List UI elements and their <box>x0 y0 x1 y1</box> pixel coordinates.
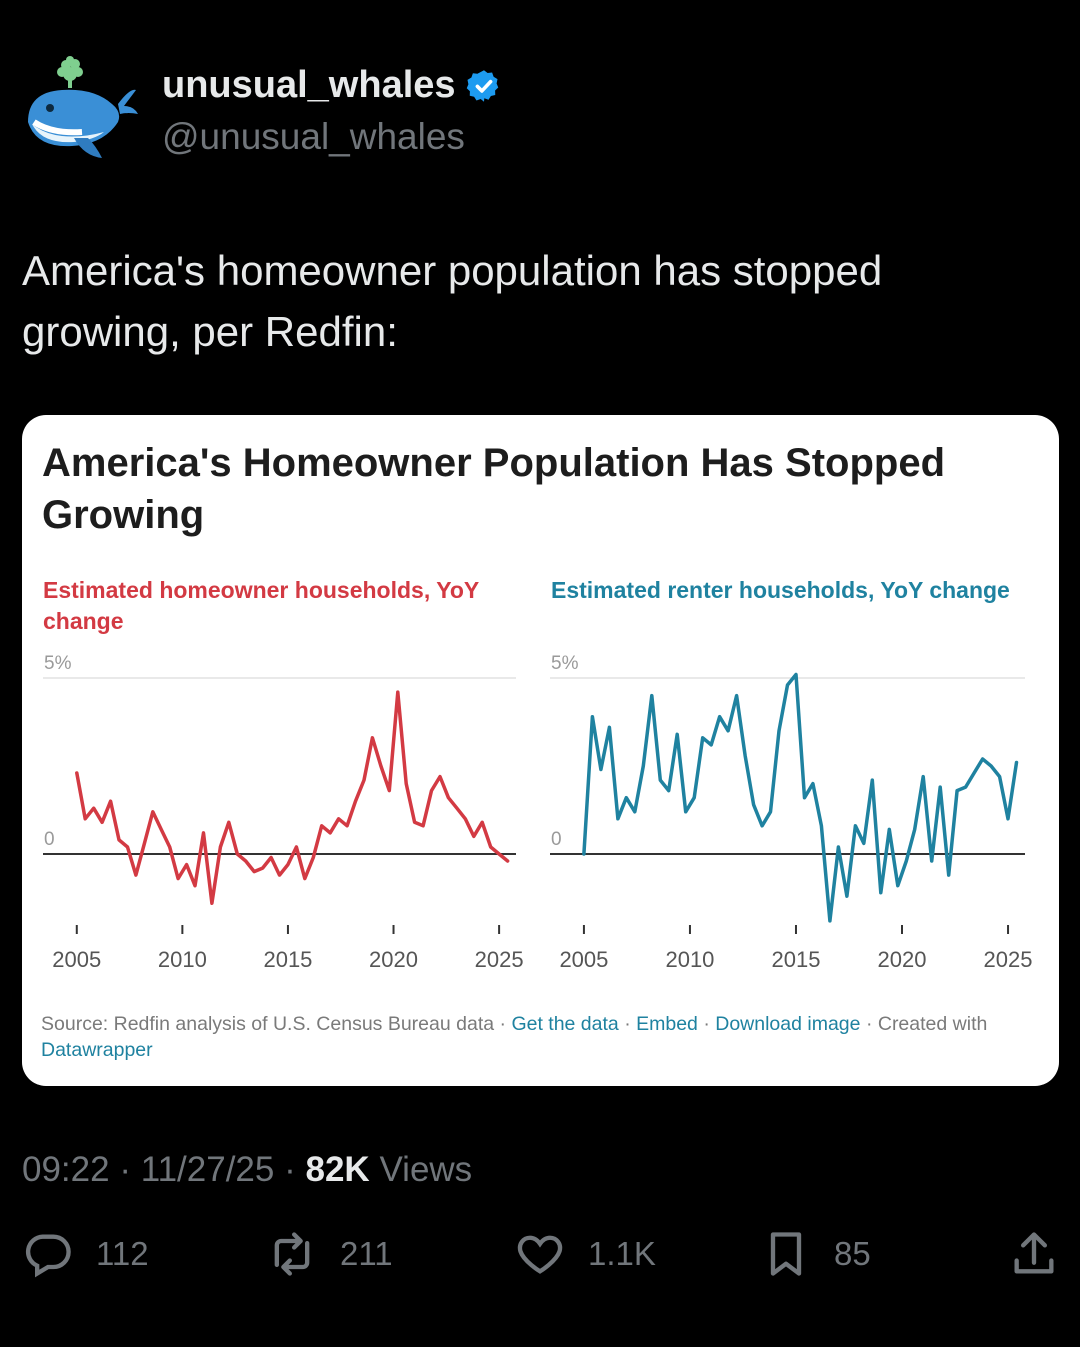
download-image-link[interactable]: Download image <box>715 1013 861 1035</box>
share-icon <box>1014 1232 1054 1274</box>
reply-button[interactable]: 112 <box>22 1228 149 1280</box>
homeowner-chart-title: Estimated homeowner households, YoY chan… <box>43 577 479 634</box>
embed-link[interactable]: Embed <box>636 1013 698 1035</box>
author-handle[interactable]: @unusual_whales <box>162 116 465 157</box>
repost-icon <box>274 1232 310 1276</box>
chart-card[interactable]: America's Homeowner Population Has Stopp… <box>22 415 1059 1086</box>
repost-count: 211 <box>340 1235 393 1272</box>
homeowner-xtick-label: 2020 <box>369 947 418 972</box>
avatar[interactable] <box>22 52 140 162</box>
renter-ytick-label: 0 <box>551 829 562 850</box>
source-text: Source: Redfin analysis of U.S. Census B… <box>41 1013 495 1035</box>
chart-card-title: America's Homeowner Population Has Stopp… <box>42 441 946 537</box>
renter-series-line <box>582 672 1019 923</box>
renter-xtick-label: 2005 <box>559 947 608 972</box>
tweet-date[interactable]: 11/27/25 <box>140 1150 275 1189</box>
reply-icon <box>25 1234 71 1278</box>
repost-button[interactable]: 211 <box>266 1228 393 1280</box>
homeowner-series-line <box>75 690 510 906</box>
bookmark-button[interactable]: 85 <box>760 1228 871 1280</box>
homeowner-xtick-label: 2015 <box>263 947 312 972</box>
author-name[interactable]: unusual_whales <box>162 64 502 107</box>
tweet-meta: 09:22 · 11/27/25 · 82K Views <box>22 1150 473 1189</box>
homeowner-xtick-label: 2025 <box>475 947 524 972</box>
bookmark-count: 85 <box>834 1235 871 1272</box>
renter-xtick-label: 2025 <box>984 947 1033 972</box>
views-label: Views <box>379 1150 473 1189</box>
renter-ytick-label: 5% <box>551 653 579 674</box>
renter-xtick-label: 2020 <box>878 947 927 972</box>
action-bar: 112 211 1.1K 85 <box>0 1228 1080 1288</box>
bookmark-icon <box>770 1232 802 1276</box>
whale-avatar-icon <box>28 56 138 158</box>
renter-chart-title: Estimated renter households, YoY change <box>551 577 1010 603</box>
chart-source: Source: Redfin analysis of U.S. Census B… <box>41 1013 988 1061</box>
like-button[interactable]: 1.1K <box>514 1228 656 1280</box>
verified-badge-icon <box>466 69 498 102</box>
created-with-text: Created with <box>877 1013 988 1035</box>
reply-count: 112 <box>96 1235 149 1272</box>
share-button[interactable] <box>1008 1228 1060 1280</box>
get-data-link[interactable]: Get the data <box>511 1013 619 1035</box>
views-count: 82K <box>305 1150 370 1189</box>
homeowner-xtick-label: 2005 <box>52 947 101 972</box>
heart-icon <box>517 1235 563 1274</box>
charts-canvas: 5% 0 2005 2010 2015 2020 2025 5% 0 2005 2010 2015 20… <box>43 653 1033 972</box>
homeowner-ytick-label: 5% <box>44 653 72 674</box>
renter-xtick-label: 2010 <box>665 947 714 972</box>
like-count: 1.1K <box>588 1235 656 1272</box>
tweet-text: America's homeowner population has stopp… <box>22 247 883 355</box>
homeowner-ytick-label: 0 <box>44 829 55 850</box>
renter-xtick-label: 2015 <box>772 947 821 972</box>
homeowner-xtick-label: 2010 <box>158 947 207 972</box>
datawrapper-link[interactable]: Datawrapper <box>41 1039 153 1061</box>
tweet-time[interactable]: 09:22 <box>22 1150 110 1189</box>
